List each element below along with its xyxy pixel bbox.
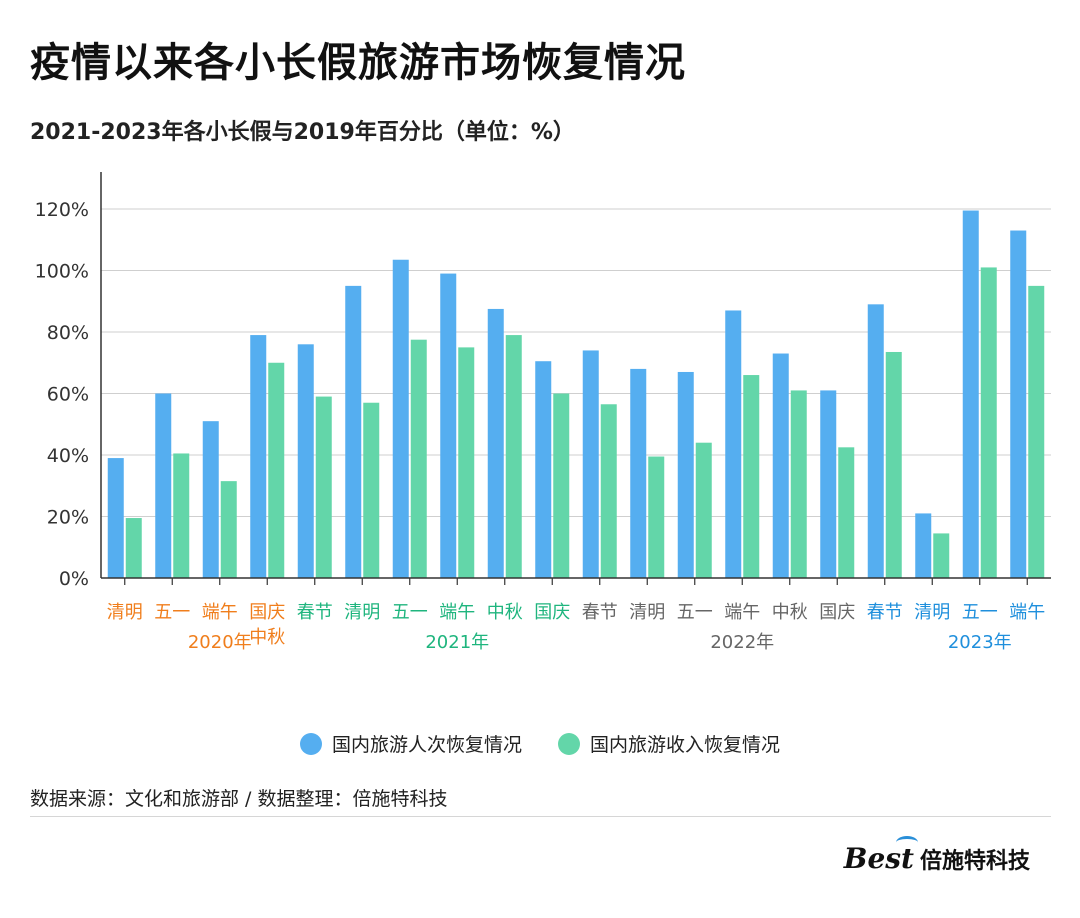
y-tick-label: 60% — [47, 384, 89, 406]
bar-revenue — [648, 456, 665, 578]
bar-trips — [582, 350, 599, 578]
legend-label-trips: 国内旅游人次恢复情况 — [331, 734, 522, 756]
bar-trips — [677, 371, 694, 578]
y-tick-label: 40% — [47, 445, 89, 467]
bar-revenue — [933, 533, 950, 578]
x-tick-label: 中秋 — [487, 602, 523, 623]
y-tick-label: 0% — [59, 568, 89, 590]
bar-trips — [772, 353, 789, 578]
bar-trips — [915, 513, 932, 578]
bar-revenue — [268, 362, 285, 578]
x-tick-label: 中秋 — [772, 602, 808, 623]
bar-trips — [487, 308, 504, 578]
x-tick-label: 清明 — [914, 602, 950, 623]
bar-revenue — [980, 267, 997, 578]
x-tick-label: 清明 — [629, 602, 665, 623]
bar-revenue — [743, 375, 760, 578]
bar-trips — [107, 458, 124, 578]
bar-revenue — [695, 442, 712, 578]
x-tick-label: 端午 — [202, 602, 238, 623]
x-tick-label: 五一 — [154, 602, 190, 623]
chart-title: 疫情以来各小长假旅游市场恢复情况 — [30, 40, 686, 86]
bar-trips — [155, 393, 172, 578]
y-tick-label: 100% — [35, 261, 89, 283]
bar-revenue — [885, 351, 902, 578]
x-tick-label: 春节 — [297, 602, 333, 623]
x-tick-label: 春节 — [867, 602, 903, 623]
bar-revenue — [363, 402, 380, 578]
bar-trips — [867, 304, 884, 578]
bar-trips — [297, 344, 314, 578]
bar-revenue — [505, 335, 522, 578]
bar-revenue — [600, 404, 617, 578]
chart-subtitle: 2021-2023年各小长假与2019年百分比（单位：%） — [30, 120, 575, 145]
bar-trips — [345, 285, 362, 578]
logo-text: 倍施特科技 — [919, 848, 1030, 874]
footer-divider — [30, 816, 1051, 817]
bar-revenue — [553, 393, 570, 578]
legend-swatch-trips — [299, 732, 322, 755]
y-tick-label: 120% — [35, 199, 89, 221]
bar-revenue — [410, 339, 427, 578]
chart-legend: 国内旅游人次恢复情况 国内旅游收入恢复情况 — [0, 730, 1080, 757]
bar-trips — [1010, 230, 1027, 578]
bar-trips — [820, 390, 837, 578]
bar-trips — [202, 421, 219, 578]
x-tick-label: 五一 — [962, 602, 998, 623]
x-tick-label: 五一 — [677, 602, 713, 623]
x-tick-label: 端午 — [1009, 602, 1045, 623]
legend-item-revenue: 国内旅游收入恢复情况 — [558, 730, 780, 757]
bar-revenue — [220, 481, 237, 578]
legend-swatch-revenue — [558, 732, 580, 755]
x-tick-label: 国庆 — [819, 602, 855, 623]
x-tick-label: 清明 — [107, 602, 143, 623]
bar-trips — [962, 210, 979, 578]
x-tick-label: 春节 — [582, 602, 618, 623]
x-tick-label: 端午 — [724, 602, 760, 623]
year-group-label: 2022年 — [710, 632, 774, 653]
data-source-note: 数据来源：文化和旅游部 / 数据整理：倍施特科技 — [30, 788, 448, 810]
x-tick-label: 国庆 — [249, 602, 285, 623]
bar-revenue — [790, 390, 807, 578]
y-tick-label: 80% — [47, 322, 89, 344]
bar-revenue — [1028, 285, 1045, 578]
bar-trips — [440, 273, 457, 578]
bar-revenue — [458, 347, 475, 578]
year-group-label: 2023年 — [948, 632, 1012, 653]
bar-revenue — [173, 453, 190, 578]
x-tick-label: 国庆 — [534, 602, 570, 623]
bar-revenue — [315, 396, 332, 578]
bar-trips — [250, 335, 267, 578]
bar-trips — [725, 310, 742, 578]
brand-logo: Best 倍施特科技 — [844, 836, 1030, 875]
x-tick-label: 端午 — [439, 602, 475, 623]
year-group-label: 2021年 — [425, 632, 489, 653]
x-tick-label: 中秋 — [249, 627, 285, 648]
y-tick-label: 20% — [47, 507, 89, 529]
logo-mark: Best — [844, 836, 918, 875]
bar-trips — [392, 259, 409, 578]
bar-revenue — [838, 447, 855, 578]
bar-trips — [630, 368, 647, 578]
bar-trips — [535, 361, 552, 578]
legend-item-trips: 国内旅游人次恢复情况 — [299, 730, 522, 757]
x-tick-label: 清明 — [344, 602, 380, 623]
x-tick-label: 五一 — [392, 602, 428, 623]
legend-label-revenue: 国内旅游收入恢复情况 — [590, 734, 781, 756]
year-group-label: 2020年 — [188, 632, 252, 653]
bar-revenue — [125, 518, 142, 578]
